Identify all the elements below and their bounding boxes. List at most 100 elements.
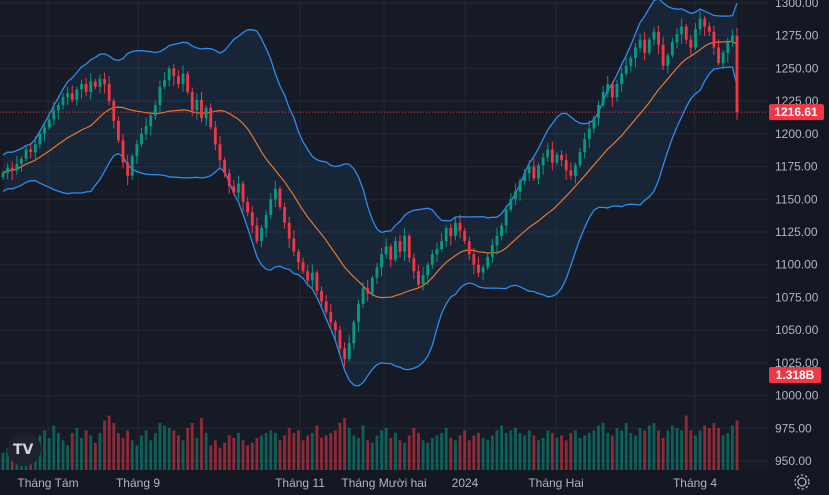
- volume-bar: [84, 430, 88, 470]
- volume-bar: [130, 440, 134, 470]
- volume-bar: [246, 445, 250, 470]
- candle-body: [730, 35, 734, 43]
- candle-body: [430, 254, 434, 265]
- volume-bar: [721, 435, 725, 470]
- volume-bar: [477, 432, 480, 470]
- candle-body: [297, 251, 300, 263]
- volume-bar: [615, 427, 619, 470]
- candle-body: [361, 288, 365, 304]
- volume-bar: [610, 435, 614, 470]
- upper-band-line: [2, 0, 738, 234]
- volume-bar: [694, 435, 697, 470]
- volume-bar: [163, 425, 167, 470]
- volume-bar: [158, 423, 162, 470]
- candle-body: [601, 91, 605, 106]
- volume-bar: [93, 442, 97, 470]
- candle-body: [15, 163, 19, 171]
- volume-bar: [735, 420, 739, 470]
- candle-body: [707, 26, 711, 32]
- volume-bar: [181, 440, 185, 470]
- tradingview-logo[interactable]: TV: [7, 432, 41, 466]
- candle-body: [638, 39, 642, 48]
- volume-bar: [287, 427, 291, 470]
- candle-body: [195, 99, 199, 111]
- volume-bar: [550, 432, 554, 470]
- volume-bar: [698, 430, 702, 470]
- candle-body: [518, 180, 522, 192]
- volume-bar: [167, 427, 171, 470]
- candle-body: [56, 105, 60, 111]
- candle-body: [523, 173, 527, 181]
- volume-bar: [407, 435, 411, 470]
- volume-bar: [555, 437, 559, 470]
- candle-body: [370, 277, 374, 294]
- volume-bar: [315, 425, 319, 470]
- candle-body: [135, 144, 139, 157]
- volume-bar: [495, 430, 499, 470]
- candle-body: [98, 78, 102, 87]
- candle-body: [537, 165, 540, 179]
- volume-bar: [652, 423, 656, 470]
- volume-bar: [190, 423, 194, 470]
- time-tick-label: 2024: [452, 476, 479, 490]
- candle-body: [1, 173, 5, 178]
- candle-body: [541, 157, 545, 166]
- candle-body: [680, 26, 684, 35]
- candle-body: [167, 68, 171, 81]
- candle-body: [163, 80, 167, 87]
- volume-bar: [513, 427, 517, 470]
- settings-gear-icon[interactable]: [794, 474, 810, 490]
- volume-bar: [486, 440, 490, 470]
- candle-body: [647, 39, 651, 53]
- last-volume-badge: 1.318B: [769, 367, 821, 383]
- candle-body: [453, 222, 457, 236]
- candle-body: [412, 258, 416, 272]
- volume-bar: [564, 440, 568, 470]
- volume-bar: [112, 423, 116, 470]
- volume-bar: [638, 427, 642, 470]
- volume-bar: [504, 432, 508, 470]
- time-tick-label: Tháng Hai: [528, 476, 583, 490]
- volume-bar: [380, 430, 383, 470]
- time-axis[interactable]: Tháng Tám Tháng 9 Tháng 11 Tháng Mười hai 20…: [17, 476, 717, 490]
- volume-bar: [569, 432, 573, 470]
- volume-bar: [89, 435, 93, 470]
- volume-bar: [458, 435, 462, 470]
- candle-body: [440, 241, 443, 250]
- volume-bar: [532, 435, 536, 470]
- volume-bar: [370, 442, 374, 470]
- volume-bar: [343, 418, 347, 470]
- volume-bar: [541, 437, 545, 470]
- candle-body: [587, 128, 591, 140]
- volume-bar: [52, 425, 56, 470]
- volume-bar: [583, 435, 587, 470]
- candle-body: [213, 127, 217, 145]
- basis-line: [2, 40, 738, 299]
- volume-bar: [241, 440, 245, 470]
- candle-body: [357, 303, 360, 323]
- volume-bar: [670, 425, 674, 470]
- candle-body: [717, 47, 720, 64]
- price-axis[interactable]: 1300.001275.001250.001225.001200.001175.…: [775, 0, 819, 468]
- candle-body: [620, 73, 624, 85]
- volume-bar: [546, 430, 550, 470]
- candle-body: [149, 115, 153, 127]
- candle-body: [500, 225, 503, 236]
- time-tick-label: Tháng 4: [673, 476, 717, 490]
- candle-body: [6, 167, 10, 174]
- candle-body: [666, 55, 670, 66]
- candle-body: [726, 42, 730, 53]
- volume-bar: [587, 432, 591, 470]
- volume-bar: [260, 435, 263, 470]
- candle-body: [153, 105, 157, 116]
- candle-body: [237, 183, 240, 193]
- candle-body: [66, 93, 70, 98]
- volume-bar: [153, 432, 157, 470]
- volume-bar: [103, 420, 106, 470]
- volume-bar: [80, 437, 83, 470]
- volume-bar: [689, 430, 693, 470]
- candle-body: [112, 101, 116, 121]
- candle-body: [33, 144, 37, 153]
- price-tick-label: 1175.00: [775, 160, 818, 174]
